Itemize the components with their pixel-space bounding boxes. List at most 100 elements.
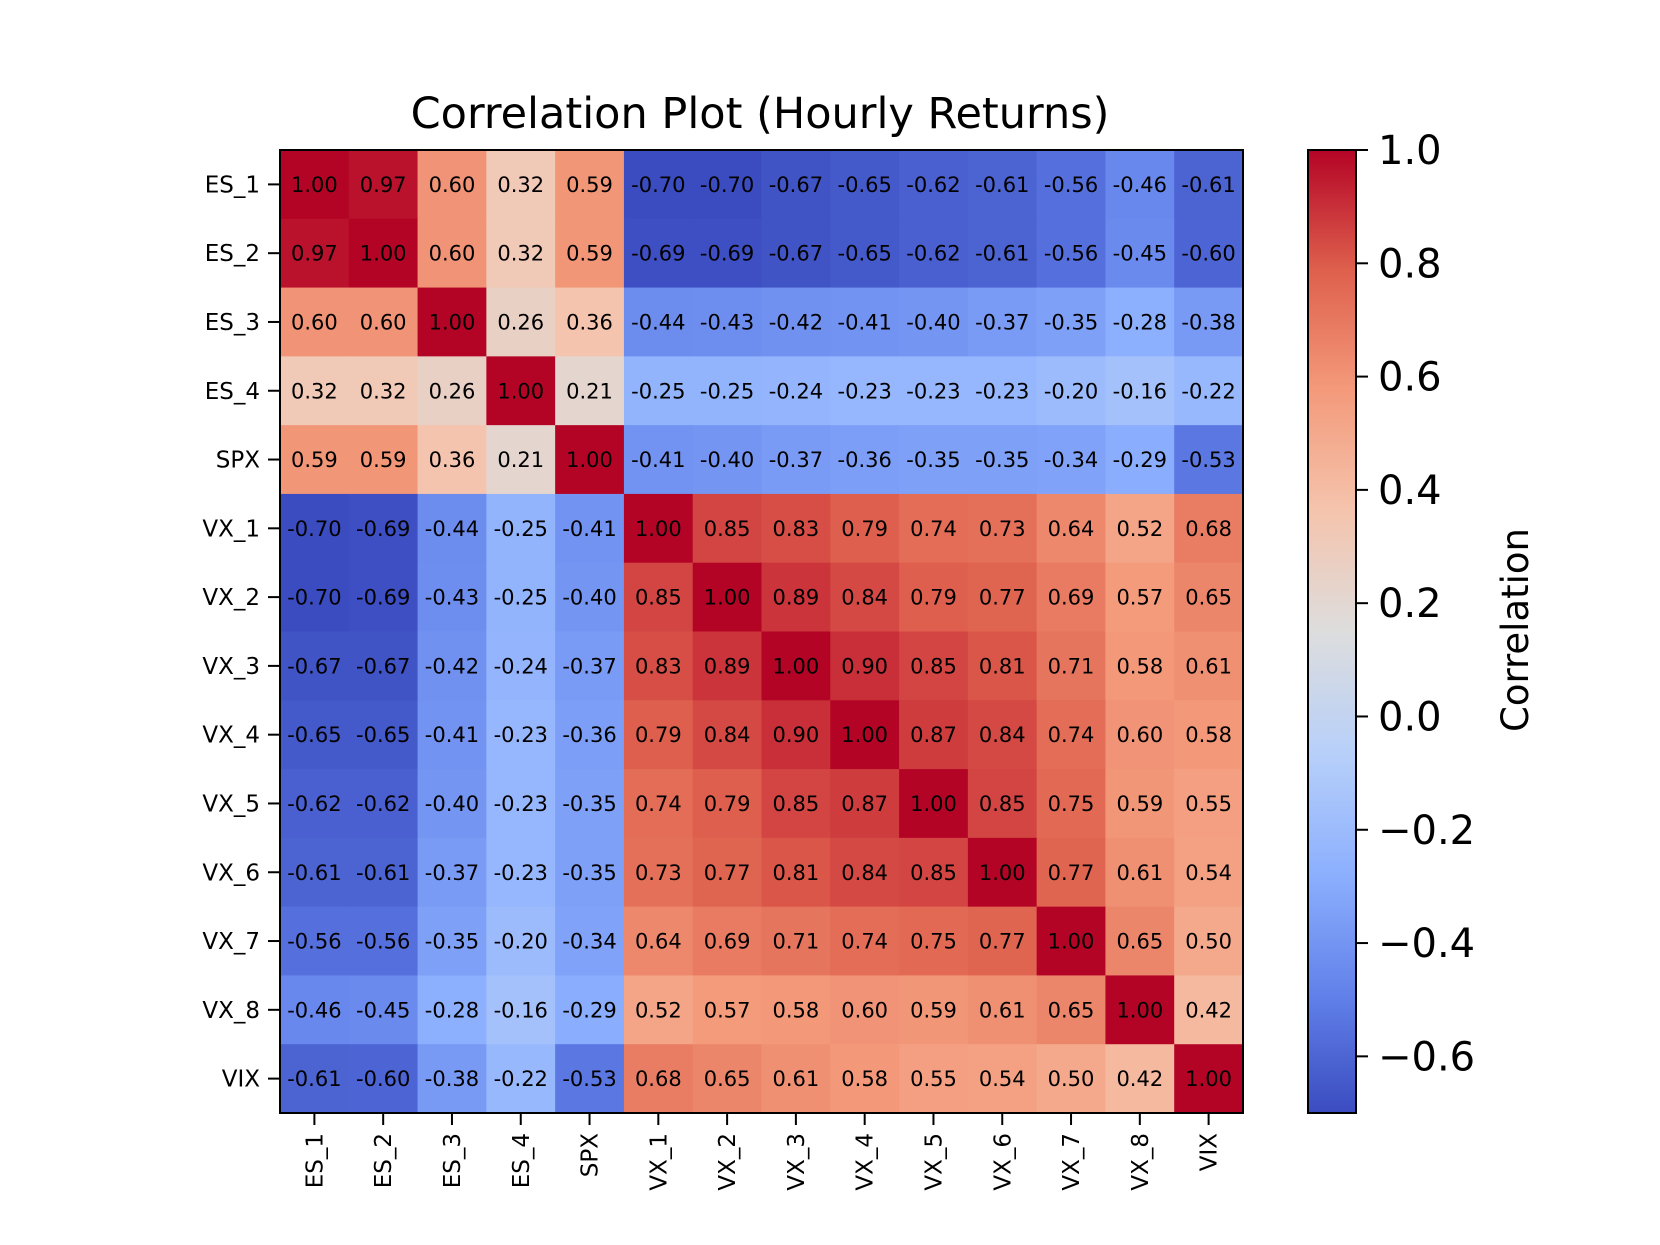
y-tick-label: ES_4 — [205, 379, 260, 405]
cell-value-label: 0.79 — [635, 723, 682, 747]
cell-value-label: 1.00 — [360, 242, 407, 266]
cell-value-label: 0.57 — [704, 998, 751, 1022]
cell-value-label: 1.00 — [1185, 1067, 1232, 1091]
cell-value-label: 0.36 — [429, 448, 476, 472]
colorbar-tick-label: −0.2 — [1378, 808, 1475, 854]
cell-value-label: 0.74 — [910, 517, 957, 541]
heatmap-cell — [486, 631, 556, 701]
cell-value-label: -0.53 — [1181, 448, 1235, 472]
heatmap-cell — [830, 218, 900, 289]
heatmap-cell — [486, 975, 556, 1045]
heatmap-cell — [1105, 287, 1175, 357]
cell-value-label: 0.65 — [1116, 930, 1163, 954]
cell-value-label: 1.00 — [429, 310, 476, 334]
heatmap-cell — [967, 150, 1038, 220]
cell-value-label: -0.35 — [425, 930, 479, 954]
heatmap-cell — [1105, 150, 1175, 220]
heatmap-cell — [1105, 356, 1175, 426]
cell-value-label: -0.37 — [769, 448, 823, 472]
heatmap-cell — [1036, 769, 1107, 839]
cell-value-label: 0.26 — [429, 379, 476, 403]
cell-value-label: -0.37 — [975, 310, 1029, 334]
heatmap-cell — [555, 493, 625, 564]
heatmap-cell — [1036, 906, 1107, 977]
heatmap-cell — [761, 1044, 831, 1114]
cell-value-label: 0.77 — [1048, 861, 1095, 885]
cell-value-label: -0.36 — [562, 723, 616, 747]
cell-value-label: 0.77 — [704, 861, 751, 885]
heatmap-cell — [967, 287, 1038, 357]
cell-value-label: -0.67 — [769, 242, 823, 266]
x-tick-label: VX_3 — [784, 1133, 810, 1191]
cell-value-label: -0.42 — [425, 654, 479, 678]
heatmap-cell — [692, 837, 763, 908]
cell-value-label: 0.21 — [566, 379, 613, 403]
cell-value-label: 0.58 — [841, 1067, 888, 1091]
y-tick-label: ES_2 — [205, 241, 260, 267]
cell-value-label: -0.34 — [1044, 448, 1098, 472]
heatmap-cell — [899, 975, 969, 1045]
heatmap-cell — [555, 356, 625, 426]
heatmap-cell — [830, 356, 900, 426]
x-tick-label: VX_2 — [715, 1133, 741, 1191]
heatmap-cell — [830, 1044, 900, 1114]
cell-value-label: 0.60 — [360, 310, 407, 334]
heatmap-cell — [280, 150, 350, 220]
cell-value-label: 0.83 — [773, 517, 820, 541]
cell-value-label: 0.81 — [773, 861, 820, 885]
heatmap-cell — [417, 769, 487, 839]
heatmap-cell — [348, 493, 419, 564]
cell-value-label: 0.90 — [773, 723, 820, 747]
cell-value-label: 0.42 — [1185, 998, 1232, 1022]
heatmap-cell — [417, 150, 487, 220]
cell-value-label: 0.54 — [979, 1067, 1026, 1091]
heatmap-cell — [967, 700, 1038, 770]
cell-value-label: 0.61 — [773, 1067, 820, 1091]
cell-value-label: 0.79 — [910, 586, 957, 610]
heatmap-cell — [1036, 287, 1107, 357]
cell-value-label: -0.44 — [425, 517, 479, 541]
heatmap-cell — [486, 769, 556, 839]
cell-value-label: -0.36 — [838, 448, 892, 472]
cell-value-label: 0.85 — [910, 861, 957, 885]
heatmap-cell — [830, 493, 900, 564]
cell-value-label: -0.41 — [562, 517, 616, 541]
cell-value-label: 0.74 — [635, 792, 682, 816]
colorbar-tick-label: −0.6 — [1378, 1034, 1475, 1080]
heatmap-cell — [899, 150, 969, 220]
cell-value-label: 0.50 — [1185, 930, 1232, 954]
heatmap-cell — [761, 493, 831, 564]
cell-value-label: 0.97 — [291, 242, 338, 266]
heatmap-cell — [1036, 425, 1107, 495]
heatmap-cell — [555, 218, 625, 289]
cell-value-label: 0.68 — [1185, 517, 1232, 541]
y-tick-label: VX_3 — [202, 654, 260, 680]
cell-value-label: -0.23 — [494, 861, 548, 885]
cell-value-label: 0.75 — [910, 930, 957, 954]
cell-value-label: -0.25 — [631, 379, 685, 403]
cell-value-label: 0.57 — [1116, 586, 1163, 610]
y-tick-label: VX_2 — [202, 585, 260, 611]
heatmap-cell — [1174, 493, 1244, 564]
cell-value-label: 0.52 — [1116, 517, 1163, 541]
cell-value-label: 0.75 — [1048, 792, 1095, 816]
cell-value-label: 1.00 — [291, 173, 338, 197]
heatmap-cell — [623, 631, 694, 701]
heatmap-cell — [1105, 906, 1175, 977]
cell-value-label: -0.62 — [356, 792, 410, 816]
x-tick-label: ES_1 — [302, 1133, 328, 1188]
heatmap-cell — [967, 493, 1038, 564]
heatmap-cell — [692, 218, 763, 289]
y-tick-label: SPX — [216, 448, 260, 474]
heatmap-cell — [761, 906, 831, 977]
cell-value-label: -0.25 — [494, 586, 548, 610]
plot-frame — [279, 149, 1244, 1114]
cell-value-label: 0.65 — [1048, 998, 1095, 1022]
cell-value-label: 0.97 — [360, 173, 407, 197]
cell-value-label: 0.85 — [773, 792, 820, 816]
heatmap-cell — [692, 906, 763, 977]
heatmap-cell — [348, 425, 419, 495]
cell-value-label: 0.59 — [566, 242, 613, 266]
cell-value-label: 1.00 — [635, 517, 682, 541]
cell-value-label: -0.61 — [975, 242, 1029, 266]
